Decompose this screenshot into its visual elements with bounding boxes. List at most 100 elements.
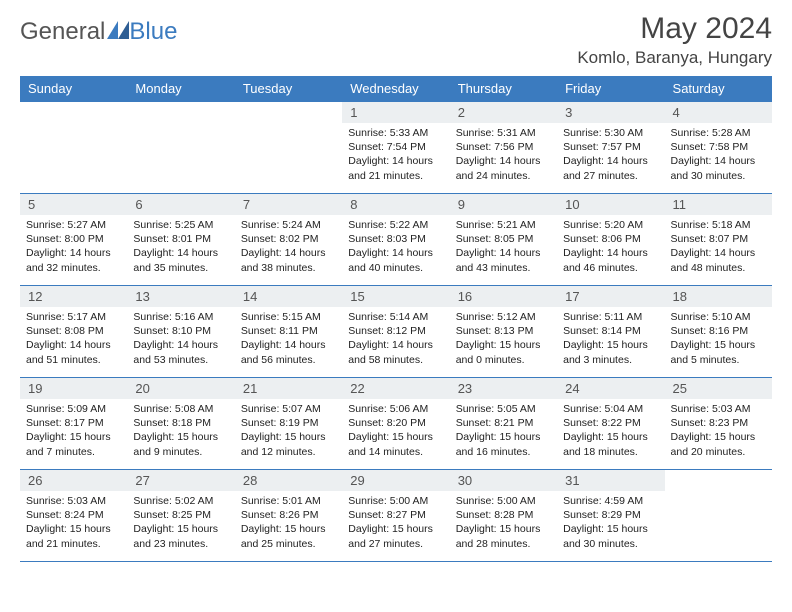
month-title: May 2024 xyxy=(577,12,772,46)
day-number: 10 xyxy=(557,194,664,215)
calendar-cell: 21Sunrise: 5:07 AMSunset: 8:19 PMDayligh… xyxy=(235,378,342,470)
calendar-cell: 22Sunrise: 5:06 AMSunset: 8:20 PMDayligh… xyxy=(342,378,449,470)
day-number: 6 xyxy=(127,194,234,215)
day-number: 1 xyxy=(342,102,449,123)
day-data: Sunrise: 5:22 AMSunset: 8:03 PMDaylight:… xyxy=(342,215,449,279)
calendar-cell: ..... xyxy=(127,102,234,194)
calendar-cell: 9Sunrise: 5:21 AMSunset: 8:05 PMDaylight… xyxy=(450,194,557,286)
calendar-cell: 19Sunrise: 5:09 AMSunset: 8:17 PMDayligh… xyxy=(20,378,127,470)
calendar-cell: 14Sunrise: 5:15 AMSunset: 8:11 PMDayligh… xyxy=(235,286,342,378)
day-data: Sunrise: 5:09 AMSunset: 8:17 PMDaylight:… xyxy=(20,399,127,463)
calendar-cell: 17Sunrise: 5:11 AMSunset: 8:14 PMDayligh… xyxy=(557,286,664,378)
title-block: May 2024 Komlo, Baranya, Hungary xyxy=(577,12,772,68)
calendar-cell: 8Sunrise: 5:22 AMSunset: 8:03 PMDaylight… xyxy=(342,194,449,286)
day-number: 2 xyxy=(450,102,557,123)
calendar-week: 5Sunrise: 5:27 AMSunset: 8:00 PMDaylight… xyxy=(20,194,772,286)
day-number: 31 xyxy=(557,470,664,491)
calendar-cell: ..... xyxy=(20,102,127,194)
calendar-cell: 6Sunrise: 5:25 AMSunset: 8:01 PMDaylight… xyxy=(127,194,234,286)
day-data: Sunrise: 5:11 AMSunset: 8:14 PMDaylight:… xyxy=(557,307,664,371)
day-number: 18 xyxy=(665,286,772,307)
calendar-table: SundayMondayTuesdayWednesdayThursdayFrid… xyxy=(20,76,772,562)
day-data: Sunrise: 5:03 AMSunset: 8:24 PMDaylight:… xyxy=(20,491,127,555)
calendar-cell: 26Sunrise: 5:03 AMSunset: 8:24 PMDayligh… xyxy=(20,470,127,562)
day-number: 8 xyxy=(342,194,449,215)
logo-text-1: General xyxy=(20,18,105,46)
weekday-header-row: SundayMondayTuesdayWednesdayThursdayFrid… xyxy=(20,76,772,102)
calendar-cell: ..... xyxy=(665,470,772,562)
day-number: 20 xyxy=(127,378,234,399)
day-data: Sunrise: 5:12 AMSunset: 8:13 PMDaylight:… xyxy=(450,307,557,371)
calendar-cell: 18Sunrise: 5:10 AMSunset: 8:16 PMDayligh… xyxy=(665,286,772,378)
day-data: Sunrise: 5:20 AMSunset: 8:06 PMDaylight:… xyxy=(557,215,664,279)
day-number: 25 xyxy=(665,378,772,399)
weekday-header: Tuesday xyxy=(235,76,342,102)
day-number: 14 xyxy=(235,286,342,307)
calendar-cell: 29Sunrise: 5:00 AMSunset: 8:27 PMDayligh… xyxy=(342,470,449,562)
day-data: Sunrise: 5:15 AMSunset: 8:11 PMDaylight:… xyxy=(235,307,342,371)
day-data: Sunrise: 4:59 AMSunset: 8:29 PMDaylight:… xyxy=(557,491,664,555)
day-number: 12 xyxy=(20,286,127,307)
day-number: 21 xyxy=(235,378,342,399)
day-data: Sunrise: 5:31 AMSunset: 7:56 PMDaylight:… xyxy=(450,123,557,187)
day-number: 11 xyxy=(665,194,772,215)
calendar-cell: 23Sunrise: 5:05 AMSunset: 8:21 PMDayligh… xyxy=(450,378,557,470)
day-number: 9 xyxy=(450,194,557,215)
day-data: Sunrise: 5:10 AMSunset: 8:16 PMDaylight:… xyxy=(665,307,772,371)
day-number: 15 xyxy=(342,286,449,307)
day-data: Sunrise: 5:00 AMSunset: 8:27 PMDaylight:… xyxy=(342,491,449,555)
day-number: 22 xyxy=(342,378,449,399)
day-number: 30 xyxy=(450,470,557,491)
day-number: 19 xyxy=(20,378,127,399)
logo-text-2: Blue xyxy=(129,18,177,46)
day-data: Sunrise: 5:25 AMSunset: 8:01 PMDaylight:… xyxy=(127,215,234,279)
weekday-header: Saturday xyxy=(665,76,772,102)
logo-icon xyxy=(107,18,129,46)
day-number: 16 xyxy=(450,286,557,307)
day-number: 29 xyxy=(342,470,449,491)
calendar-cell: 20Sunrise: 5:08 AMSunset: 8:18 PMDayligh… xyxy=(127,378,234,470)
header: General Blue May 2024 Komlo, Baranya, Hu… xyxy=(20,12,772,68)
day-data: Sunrise: 5:21 AMSunset: 8:05 PMDaylight:… xyxy=(450,215,557,279)
calendar-cell: 7Sunrise: 5:24 AMSunset: 8:02 PMDaylight… xyxy=(235,194,342,286)
day-number: 17 xyxy=(557,286,664,307)
day-data: Sunrise: 5:02 AMSunset: 8:25 PMDaylight:… xyxy=(127,491,234,555)
calendar-cell: 3Sunrise: 5:30 AMSunset: 7:57 PMDaylight… xyxy=(557,102,664,194)
day-data: Sunrise: 5:33 AMSunset: 7:54 PMDaylight:… xyxy=(342,123,449,187)
location: Komlo, Baranya, Hungary xyxy=(577,48,772,68)
day-number: 28 xyxy=(235,470,342,491)
calendar-cell: 2Sunrise: 5:31 AMSunset: 7:56 PMDaylight… xyxy=(450,102,557,194)
logo: General Blue xyxy=(20,18,177,46)
calendar-body: ............... 1Sunrise: 5:33 AMSunset: … xyxy=(20,102,772,562)
calendar-cell: 27Sunrise: 5:02 AMSunset: 8:25 PMDayligh… xyxy=(127,470,234,562)
day-data: Sunrise: 5:01 AMSunset: 8:26 PMDaylight:… xyxy=(235,491,342,555)
calendar-cell: 30Sunrise: 5:00 AMSunset: 8:28 PMDayligh… xyxy=(450,470,557,562)
day-number: 23 xyxy=(450,378,557,399)
day-number: 5 xyxy=(20,194,127,215)
day-data: Sunrise: 5:30 AMSunset: 7:57 PMDaylight:… xyxy=(557,123,664,187)
calendar-cell: 1Sunrise: 5:33 AMSunset: 7:54 PMDaylight… xyxy=(342,102,449,194)
weekday-header: Wednesday xyxy=(342,76,449,102)
day-number: 4 xyxy=(665,102,772,123)
day-data: Sunrise: 5:24 AMSunset: 8:02 PMDaylight:… xyxy=(235,215,342,279)
day-data: Sunrise: 5:06 AMSunset: 8:20 PMDaylight:… xyxy=(342,399,449,463)
day-data: Sunrise: 5:03 AMSunset: 8:23 PMDaylight:… xyxy=(665,399,772,463)
day-number: 3 xyxy=(557,102,664,123)
calendar-cell: 28Sunrise: 5:01 AMSunset: 8:26 PMDayligh… xyxy=(235,470,342,562)
day-data: Sunrise: 5:27 AMSunset: 8:00 PMDaylight:… xyxy=(20,215,127,279)
calendar-cell: 10Sunrise: 5:20 AMSunset: 8:06 PMDayligh… xyxy=(557,194,664,286)
calendar-cell: 31Sunrise: 4:59 AMSunset: 8:29 PMDayligh… xyxy=(557,470,664,562)
weekday-header: Sunday xyxy=(20,76,127,102)
day-data: Sunrise: 5:07 AMSunset: 8:19 PMDaylight:… xyxy=(235,399,342,463)
calendar-cell: 15Sunrise: 5:14 AMSunset: 8:12 PMDayligh… xyxy=(342,286,449,378)
day-data: Sunrise: 5:05 AMSunset: 8:21 PMDaylight:… xyxy=(450,399,557,463)
weekday-header: Thursday xyxy=(450,76,557,102)
calendar-week: 26Sunrise: 5:03 AMSunset: 8:24 PMDayligh… xyxy=(20,470,772,562)
day-data: Sunrise: 5:14 AMSunset: 8:12 PMDaylight:… xyxy=(342,307,449,371)
calendar-cell: 5Sunrise: 5:27 AMSunset: 8:00 PMDaylight… xyxy=(20,194,127,286)
calendar-week: 12Sunrise: 5:17 AMSunset: 8:08 PMDayligh… xyxy=(20,286,772,378)
day-data: Sunrise: 5:16 AMSunset: 8:10 PMDaylight:… xyxy=(127,307,234,371)
calendar-cell: 13Sunrise: 5:16 AMSunset: 8:10 PMDayligh… xyxy=(127,286,234,378)
day-number: 24 xyxy=(557,378,664,399)
weekday-header: Friday xyxy=(557,76,664,102)
